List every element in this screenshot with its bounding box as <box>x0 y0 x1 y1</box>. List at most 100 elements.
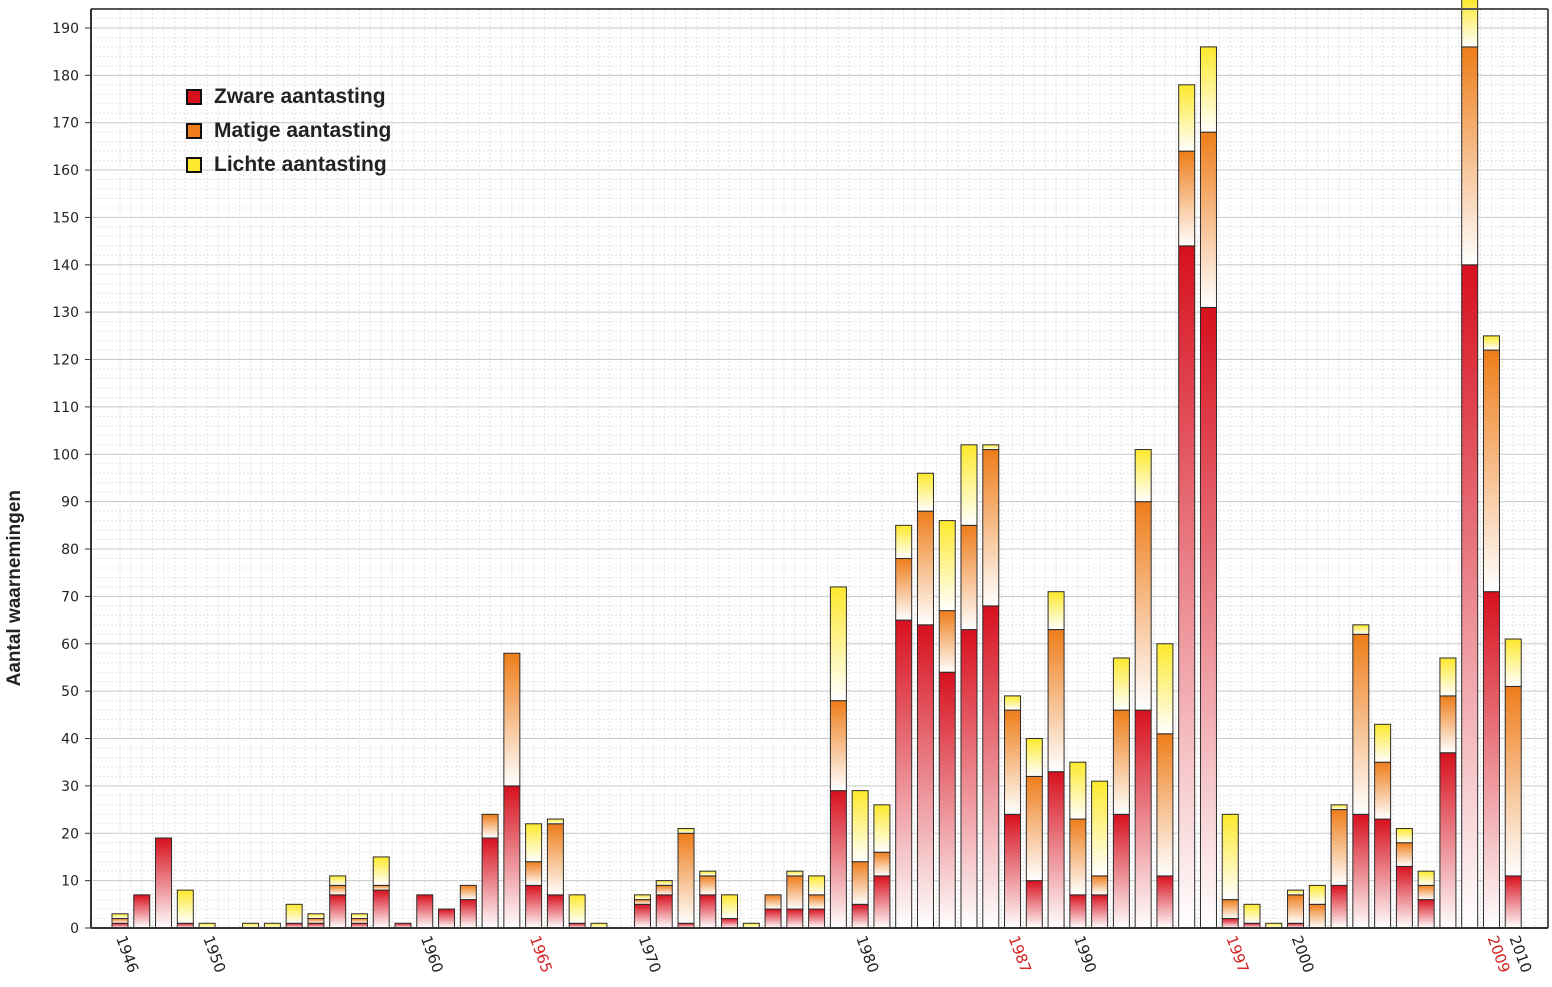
bar-lichte-1965 <box>525 823 543 863</box>
bars <box>111 0 1522 929</box>
bar-lichte-1982 <box>895 524 913 560</box>
bar-lichte-1978 <box>808 875 826 896</box>
bar-matige-1957 <box>350 918 368 924</box>
bar-lichte-2004 <box>1374 723 1392 763</box>
bar-lichte-1957 <box>350 913 368 920</box>
bar-matige-1992 <box>1112 709 1130 815</box>
bar-matige-2001 <box>1308 903 1326 929</box>
y-tick-label: 160 <box>52 163 79 179</box>
bar-zware-1996 <box>1199 306 1217 929</box>
bar-lichte-1955 <box>307 913 325 920</box>
y-tick-label: 80 <box>61 542 79 558</box>
bar-zware-1971 <box>655 894 673 929</box>
bar-zware-2002 <box>1330 884 1348 929</box>
y-tick-label: 30 <box>61 779 79 795</box>
bar-matige-2004 <box>1374 761 1392 820</box>
bar-matige-2000 <box>1287 894 1305 924</box>
bar-lichte-1987 <box>1004 695 1022 711</box>
bar-lichte-1993 <box>1134 449 1152 503</box>
bar-zware-1964 <box>503 785 521 929</box>
bar-lichte-1979 <box>829 586 847 702</box>
bar-lichte-2009 <box>1482 335 1500 351</box>
x-tick-label: 1950 <box>199 933 229 975</box>
y-tick-label: 110 <box>52 400 79 416</box>
bar-zware-1992 <box>1112 813 1130 929</box>
bar-lichte-1946 <box>111 913 129 920</box>
bar-lichte-1997 <box>1221 813 1239 901</box>
bar-matige-2008 <box>1461 46 1479 266</box>
y-tick-label: 50 <box>61 684 79 700</box>
bar-lichte-1984 <box>938 520 956 612</box>
bar-matige-1963 <box>481 813 499 839</box>
bar-zware-1970 <box>633 903 651 929</box>
bar-zware-2008 <box>1461 264 1479 929</box>
bar-zware-1956 <box>329 894 347 929</box>
y-tick-label: 20 <box>61 826 79 842</box>
bar-zware-1984 <box>938 671 956 929</box>
bar-lichte-1972 <box>677 828 695 834</box>
x-tick-label: 1960 <box>417 933 447 975</box>
bar-zware-1974 <box>721 918 739 929</box>
bar-zware-1982 <box>895 619 913 929</box>
bar-zware-1981 <box>873 875 891 929</box>
bar-matige-1973 <box>699 875 717 896</box>
bar-matige-1978 <box>808 894 826 910</box>
y-tick-label: 140 <box>52 258 79 274</box>
bar-matige-1977 <box>786 875 804 910</box>
x-tick-label: 1970 <box>635 933 665 975</box>
bar-lichte-2000 <box>1287 889 1305 896</box>
bar-lichte-1980 <box>851 790 869 863</box>
legend-swatch-lichte <box>186 157 202 173</box>
bar-lichte-1994 <box>1156 643 1174 735</box>
bar-lichte-1956 <box>329 875 347 886</box>
bar-zware-1994 <box>1156 875 1174 929</box>
y-tick-label: 120 <box>52 353 79 369</box>
bar-matige-1962 <box>459 884 477 901</box>
x-tick-label: 1946 <box>112 933 142 975</box>
bar-matige-1997 <box>1221 899 1239 920</box>
bar-lichte-1981 <box>873 804 891 853</box>
x-tick-label: 1997 <box>1222 933 1252 975</box>
bar-zware-1987 <box>1004 813 1022 929</box>
bar-zware-1985 <box>960 629 978 929</box>
bar-matige-1984 <box>938 610 956 673</box>
bar-zware-1980 <box>851 903 869 929</box>
bar-zware-1977 <box>786 908 804 929</box>
bar-zware-1948 <box>155 837 173 929</box>
bar-zware-1973 <box>699 894 717 929</box>
bar-zware-1991 <box>1091 894 1109 929</box>
bar-lichte-1973 <box>699 870 717 877</box>
legend-swatch-matige <box>186 123 202 139</box>
bar-matige-1966 <box>546 823 564 896</box>
bar-matige-1995 <box>1178 150 1196 247</box>
bar-matige-2010 <box>1504 685 1522 877</box>
bar-matige-2005 <box>1395 842 1413 867</box>
bar-zware-1976 <box>764 908 782 929</box>
bar-matige-1986 <box>982 449 1000 607</box>
bar-zware-2006 <box>1417 899 1435 929</box>
bar-zware-1988 <box>1025 880 1043 929</box>
bar-zware-1958 <box>372 889 390 929</box>
bar-matige-1983 <box>916 510 934 626</box>
y-tick-label: 170 <box>52 116 79 132</box>
y-tick-label: 70 <box>61 589 79 605</box>
y-tick-label: 0 <box>70 921 79 937</box>
bar-zware-1965 <box>525 884 543 929</box>
bar-matige-1946 <box>111 918 129 924</box>
bar-matige-1989 <box>1047 629 1065 773</box>
bar-lichte-1971 <box>655 880 673 886</box>
legend-label-lichte: Lichte aantasting <box>214 153 387 176</box>
bar-matige-1964 <box>503 652 521 787</box>
bar-matige-1970 <box>633 899 651 905</box>
bar-lichte-1992 <box>1112 657 1130 711</box>
bar-lichte-1974 <box>721 894 739 920</box>
bar-lichte-1989 <box>1047 591 1065 631</box>
y-axis-label: Aantal waarnemingen <box>4 392 26 686</box>
bar-zware-1960 <box>416 894 434 929</box>
plot-area <box>91 9 1548 928</box>
bar-lichte-1998 <box>1243 903 1261 924</box>
bar-zware-1978 <box>808 908 826 929</box>
bar-zware-1997 <box>1221 918 1239 929</box>
bar-zware-2010 <box>1504 875 1522 929</box>
